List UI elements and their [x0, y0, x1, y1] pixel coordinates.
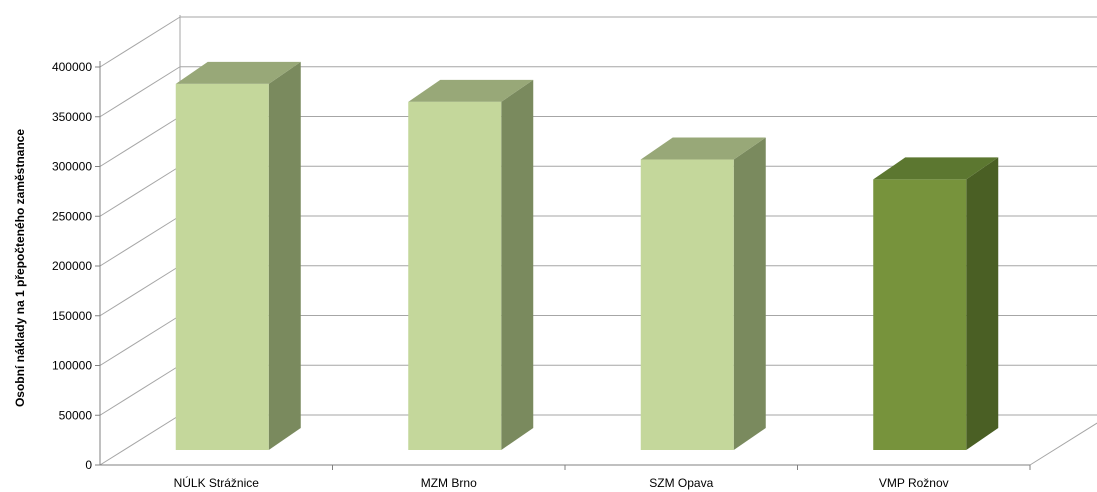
- side-gridline: [99, 16, 181, 68]
- bar-top-face: [873, 157, 999, 180]
- y-tick-label: 350000: [52, 110, 92, 124]
- side-gridline: [99, 215, 181, 267]
- x-category-label: MZM Brno: [421, 476, 477, 490]
- bar-top-face: [640, 137, 766, 160]
- bar-front-face: [408, 101, 502, 450]
- bar-4: [873, 157, 999, 450]
- side-gridline: [99, 66, 181, 118]
- side-gridline: [99, 265, 181, 317]
- side-gridline: [99, 364, 181, 416]
- x-category-label: SZM Opava: [649, 476, 713, 490]
- y-tick-label: 200000: [52, 259, 92, 273]
- x-category-label: VMP Rožnov: [879, 476, 949, 490]
- y-tick-label: 0: [85, 458, 92, 472]
- side-gridline: [99, 315, 181, 366]
- x-category-label: NÚLK Strážnice: [174, 475, 260, 490]
- bar-front-face: [873, 179, 967, 450]
- bar-1: [175, 61, 301, 450]
- side-gridline: [99, 116, 181, 167]
- bar-side-face: [501, 79, 534, 450]
- y-axis-ticks: 0 50000 100000 150000 200000 250000 300000 3500…: [52, 60, 101, 472]
- bar-3: [640, 137, 766, 450]
- bar-2: [408, 79, 534, 450]
- bar-front-face: [175, 83, 269, 450]
- bar-side-face: [268, 61, 301, 450]
- x-axis-labels: NÚLK Strážnice MZM Brno SZM Opava VMP Rožno…: [100, 464, 1031, 490]
- bar-side-face: [966, 157, 999, 450]
- y-tick-label: 100000: [52, 359, 92, 373]
- y-tick-label: 300000: [52, 160, 92, 174]
- y-tick-label: 250000: [52, 209, 92, 223]
- y-tick-label: 50000: [59, 408, 93, 422]
- side-gridline: [99, 165, 181, 217]
- bars: [175, 61, 999, 450]
- y-tick-label: 400000: [52, 60, 92, 74]
- y-tick-label: 150000: [52, 309, 92, 323]
- bar-front-face: [640, 159, 734, 450]
- bar-top-face: [175, 61, 301, 84]
- bar-top-face: [408, 79, 534, 102]
- bar-side-face: [733, 137, 766, 450]
- y-axis-title: Osobní náklady na 1 přepočteného zaměstn…: [13, 129, 27, 407]
